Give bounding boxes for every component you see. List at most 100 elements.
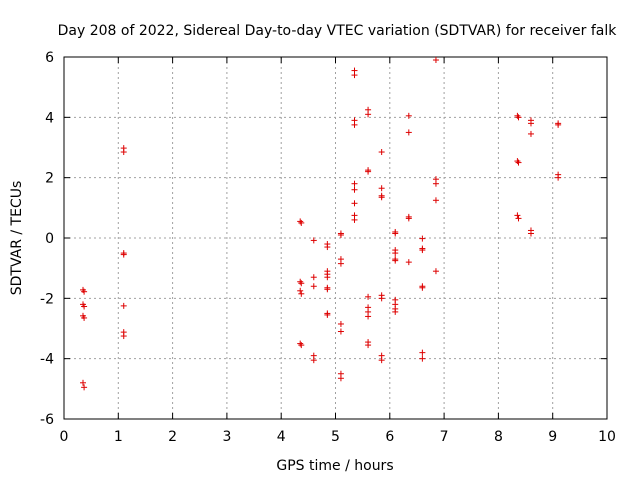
- data-point: [378, 295, 385, 302]
- data-point: [514, 112, 521, 119]
- data-point: [351, 186, 358, 193]
- data-point: [310, 237, 317, 244]
- data-point: [81, 288, 88, 295]
- data-point: [515, 114, 522, 121]
- data-point: [365, 168, 372, 175]
- data-point: [324, 311, 331, 318]
- data-point: [392, 308, 399, 315]
- data-point: [419, 235, 426, 242]
- x-tick-label: 0: [60, 429, 69, 445]
- x-tick-label: 9: [548, 429, 557, 445]
- data-point: [378, 185, 385, 192]
- data-point: [392, 230, 399, 237]
- data-point: [297, 218, 304, 225]
- data-point: [120, 149, 127, 156]
- data-point: [351, 121, 358, 128]
- data-point: [297, 287, 304, 294]
- data-point: [419, 349, 426, 356]
- data-point: [515, 215, 522, 222]
- data-point: [527, 120, 534, 127]
- data-point: [555, 121, 562, 128]
- x-tick-label: 10: [598, 429, 616, 445]
- data-point: [378, 149, 385, 156]
- data-point: [324, 286, 331, 293]
- data-point: [378, 357, 385, 364]
- x-tick-label: 3: [222, 429, 231, 445]
- x-tick-label: 7: [440, 429, 449, 445]
- data-point: [81, 314, 88, 321]
- x-tick-label: 4: [277, 429, 286, 445]
- data-point: [555, 174, 562, 181]
- x-axis-label: GPS time / hours: [276, 458, 393, 474]
- data-point: [405, 129, 412, 136]
- data-point: [351, 72, 358, 79]
- data-point: [365, 111, 372, 118]
- data-point: [324, 244, 331, 251]
- data-point: [120, 333, 127, 340]
- data-point: [392, 257, 399, 264]
- data-point: [81, 303, 88, 310]
- data-point: [337, 231, 344, 238]
- data-point: [298, 290, 305, 297]
- data-point: [351, 216, 358, 223]
- y-tick-label: 4: [45, 110, 54, 126]
- y-axis-label: SDTVAR / TECUs: [9, 181, 25, 296]
- data-point: [298, 280, 305, 287]
- data-point: [419, 247, 426, 254]
- data-point: [378, 194, 385, 201]
- data-point: [310, 283, 317, 290]
- x-tick-labels: 0 1 2 3 4 5 6 7 8 9 10: [60, 429, 616, 445]
- y-tick-label: 2: [45, 171, 54, 187]
- data-point: [324, 274, 331, 281]
- gridlines: [64, 57, 607, 419]
- data-point: [297, 278, 304, 285]
- data-point: [405, 215, 412, 222]
- data-point: [405, 112, 412, 119]
- x-tick-label: 5: [331, 429, 340, 445]
- data-point: [298, 342, 305, 349]
- data-points: [80, 57, 562, 391]
- axis-ticks: [63, 56, 608, 420]
- data-point: [392, 250, 399, 257]
- data-point: [514, 158, 521, 165]
- data-point: [337, 320, 344, 327]
- data-point: [432, 57, 439, 64]
- data-point: [351, 200, 358, 207]
- data-point: [310, 357, 317, 364]
- data-point: [419, 355, 426, 362]
- data-point: [432, 197, 439, 204]
- data-point: [514, 212, 521, 219]
- x-tick-label: 1: [114, 429, 123, 445]
- data-point: [515, 159, 522, 166]
- y-tick-label: 0: [45, 231, 54, 247]
- y-tick-label: -6: [40, 412, 54, 428]
- data-point: [120, 302, 127, 309]
- data-point: [405, 259, 412, 266]
- data-point: [527, 230, 534, 237]
- data-point: [337, 328, 344, 335]
- data-point: [419, 284, 426, 291]
- data-point: [81, 384, 88, 391]
- data-point: [337, 375, 344, 382]
- y-tick-label: -4: [40, 352, 54, 368]
- data-point: [365, 342, 372, 349]
- y-tick-label: -2: [40, 291, 54, 307]
- data-point: [527, 130, 534, 137]
- x-tick-label: 6: [385, 429, 394, 445]
- data-point: [365, 313, 372, 320]
- y-tick-label: 6: [45, 50, 54, 66]
- x-tick-label: 8: [494, 429, 503, 445]
- data-point: [298, 219, 305, 226]
- chart-title: Day 208 of 2022, Sidereal Day-to-day VTE…: [58, 23, 618, 39]
- data-point: [310, 274, 317, 281]
- data-point: [80, 379, 87, 386]
- data-point: [432, 268, 439, 275]
- y-tick-labels: -6 -4 -2 0 2 4 6: [40, 50, 54, 428]
- data-point: [297, 340, 304, 347]
- data-point: [337, 260, 344, 267]
- data-point: [120, 251, 127, 258]
- data-point: [432, 180, 439, 187]
- x-tick-label: 2: [168, 429, 177, 445]
- data-point: [351, 180, 358, 187]
